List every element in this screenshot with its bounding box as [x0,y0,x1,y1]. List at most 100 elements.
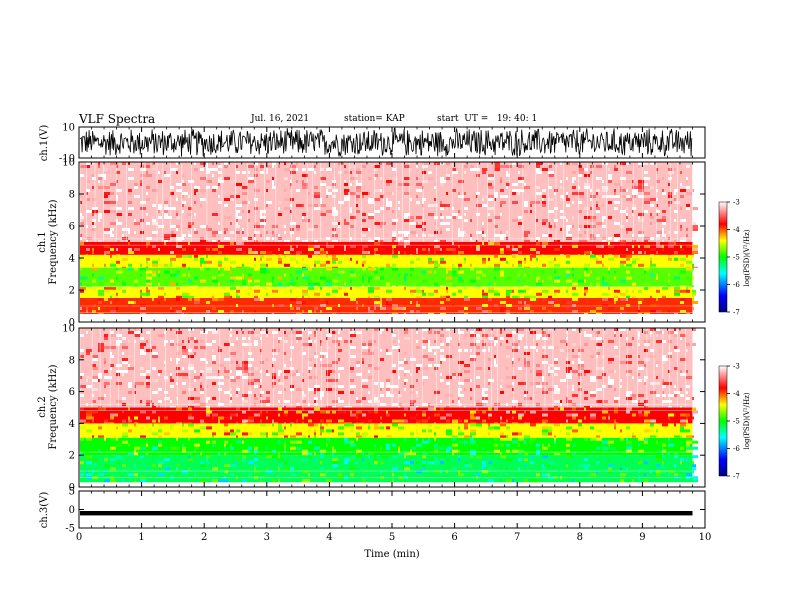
spectrogram-cell [428,461,434,465]
spectrogram-cell [416,370,418,373]
spectrogram-cell [248,446,252,450]
spectrogram-cell [422,413,426,417]
spectrogram-cell [476,337,482,340]
spectrogram-cell [542,298,546,301]
spectrogram-cell [320,419,324,423]
spectrogram-cell [254,310,256,313]
spectrogram-cell [584,263,590,267]
spectrogram-cell [632,240,636,242]
spectrogram-cell [380,298,382,301]
spectrogram-cell [476,174,480,177]
spectrogram-cell [92,174,94,177]
spectrogram-cell [338,473,342,477]
spectrogram-cell [308,423,314,427]
spectrogram-cell [320,177,326,180]
spectrogram-cell [344,282,346,286]
spectrogram-cell [686,186,690,189]
spectrogram-cell [452,443,458,447]
spectrogram-cell [560,407,564,411]
spectrogram-cell [98,346,104,349]
spectrogram-cell [176,446,180,450]
spectrogram-cell [464,307,468,310]
spectrogram-cell [548,198,554,201]
spectrogram-cell [182,210,184,213]
spectrogram-cell [500,385,502,388]
spectrogram-cell [266,400,270,403]
spectrogram-cell [290,435,296,438]
spectrogram-cell [104,228,110,231]
spectrogram-cell [638,313,642,314]
spectrogram-cell [248,171,250,174]
spectrogram-cell [500,307,506,310]
spectrogram-cell [218,382,224,385]
spectrogram-cell [668,257,672,261]
spectrogram-cell [542,270,544,274]
spectrogram-cell [176,295,182,298]
spectrogram-cell [140,331,146,334]
spectrogram-cell [692,207,698,210]
spectrogram-cell [638,432,642,436]
spectrogram-cell [680,289,686,293]
spectrogram-cell [302,413,308,417]
spectrogram-cell [374,328,380,331]
spectrogram-cell [320,467,324,471]
spectrogram-cell [566,367,572,370]
spectrogram-cell [188,213,192,216]
spectrogram-cell [524,422,530,424]
spectrogram-cell [620,328,626,331]
spectrogram-cell [656,382,660,385]
spectrogram-cell [230,370,232,373]
spectrogram-cell [110,295,112,298]
spectrogram-cell [350,225,354,228]
spectrogram-cell [518,245,522,248]
spectrogram-cell [386,435,392,438]
spectrogram-cell [656,304,660,307]
spectrogram-cell [644,186,650,189]
spectrogram-cell [278,234,280,237]
spectrogram-cell [326,307,332,310]
spectrogram-cell [92,400,96,403]
spectrogram-cell [494,162,500,165]
spectrogram-cell [488,242,494,245]
spectrogram-cell [230,279,234,283]
spectrogram-cell [578,201,582,204]
spectrogram-cell [146,279,150,283]
spectrogram-cell [218,458,220,462]
spectrogram-cell [92,467,98,471]
spectrogram-cell [530,423,536,427]
spectrogram-cell [458,416,460,420]
spectrogram-cell [620,361,626,364]
spectrogram-cell [218,298,224,301]
spectrogram-cell [476,367,482,370]
spectrogram-cell [164,455,166,459]
spectrogram-cell [650,419,656,423]
spectrogram-cell [692,225,698,228]
spectrogram-cell [242,367,248,370]
spectrogram-cell [128,266,132,268]
spectrogram-cell [488,467,494,471]
spectrogram-cell [302,394,306,397]
spectrogram-cell [260,219,266,222]
spectrogram-cell [458,382,464,385]
spectrogram-cell [278,455,280,459]
spectrogram-cell [266,470,272,474]
spectrogram-cell [608,440,614,444]
spectrogram-cell [650,213,652,216]
spectrogram-cell [176,289,180,293]
spectrogram-cell [320,298,324,301]
spectrogram-cell [434,183,438,186]
spectrogram-cell [332,400,338,403]
spectrogram-cell [236,391,238,394]
spectrogram-cell [356,416,358,420]
spectrogram-cell [92,222,94,225]
spectrogram-cell [128,267,132,271]
spectrogram-cell [524,440,526,444]
spectrogram-cell [344,292,348,296]
spectrogram-cell [458,251,464,254]
spectrogram-cell [590,426,594,430]
spectrogram-cell [146,440,148,444]
spectrogram-cell [188,379,194,382]
spectrogram-cell [344,285,350,287]
spectrogram-cell [572,180,574,183]
spectrogram-cell [662,240,664,242]
